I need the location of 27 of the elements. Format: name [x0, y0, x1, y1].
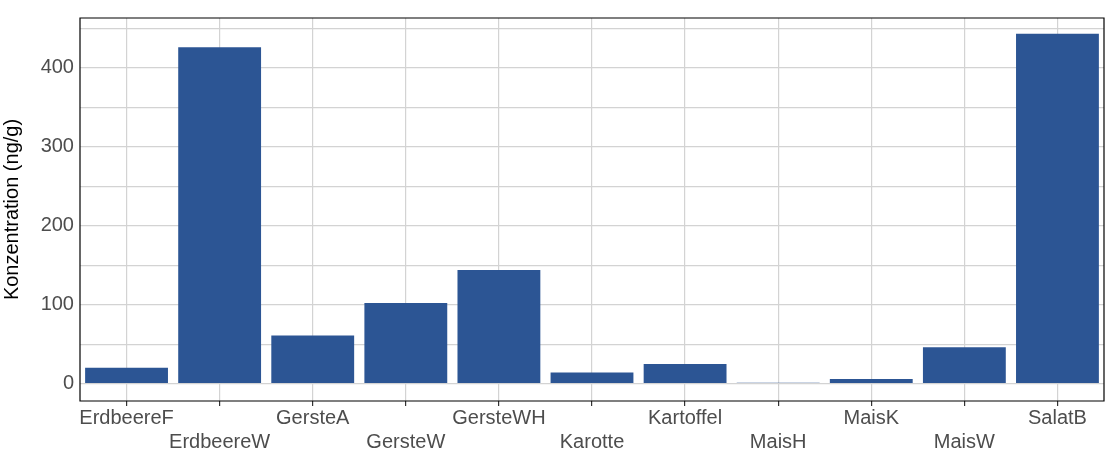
x-tick-label: MaisK — [843, 405, 900, 428]
bar — [550, 372, 634, 384]
bar — [271, 335, 355, 384]
bar — [85, 367, 168, 384]
y-tick-label: 200 — [40, 213, 74, 236]
x-tick-label: Karotte — [559, 429, 625, 451]
bar — [457, 269, 541, 384]
y-tick-label: 300 — [40, 134, 74, 157]
bar — [922, 347, 1006, 384]
x-tick-label: ErdbeereF — [79, 405, 174, 428]
y-tick-label: 400 — [40, 55, 74, 78]
bar — [178, 47, 262, 384]
bar — [1016, 33, 1099, 384]
x-tick-label: ErdbeereW — [169, 429, 271, 451]
bar — [829, 378, 913, 384]
x-tick-label: GersteA — [276, 405, 351, 428]
bar — [643, 363, 727, 384]
bar — [364, 303, 448, 384]
x-tick-label: GersteWH — [452, 405, 546, 428]
x-tick-label: Kartoffel — [648, 405, 723, 428]
y-tick-label: 100 — [40, 292, 74, 315]
y-axis-title: Konzentration (ng/g) — [0, 118, 22, 301]
y-tick-label: 0 — [62, 371, 74, 394]
x-tick-label: SalatB — [1027, 405, 1087, 428]
x-tick-label: MaisW — [933, 429, 996, 451]
x-tick-label: GersteW — [366, 429, 446, 451]
x-tick-label: MaisH — [749, 429, 807, 451]
